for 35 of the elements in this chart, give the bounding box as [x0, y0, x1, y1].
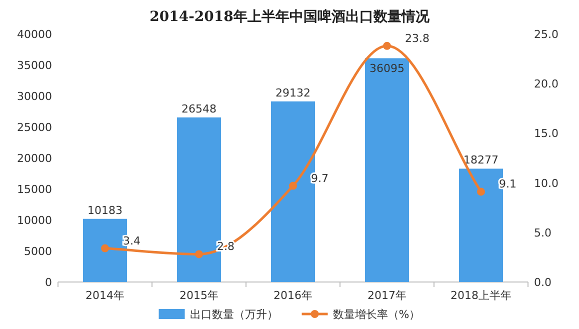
y-tick-label: 20000 — [17, 152, 52, 165]
y2-tick-label: 5.0 — [534, 226, 552, 240]
y2-tick-label: 15.0 — [534, 127, 558, 140]
y-tick-label: 30000 — [17, 90, 52, 103]
y-tick-label: 40000 — [17, 28, 52, 41]
y-tick-label: 15000 — [17, 183, 52, 196]
y2-tick-label: 20.0 — [534, 78, 558, 91]
x-tick-label: 2014年 — [86, 289, 124, 302]
data-label: 36095 — [370, 62, 404, 76]
x-tick-label: 2015年 — [180, 289, 218, 302]
y-tick-label: 10000 — [17, 214, 52, 227]
point — [101, 244, 109, 252]
chart-title: 2014-2018年上半年中国啤酒出口数量情况 — [150, 8, 430, 25]
y2-tick-label: 25.0 — [534, 28, 558, 41]
point — [289, 182, 297, 190]
legend-label: 出口数量（万升） — [190, 308, 278, 321]
y-tick-label: 5000 — [24, 245, 52, 258]
data-label: 10183 — [88, 204, 122, 217]
y-tick-label: 35000 — [17, 59, 52, 72]
x-tick-label: 2017年 — [368, 289, 406, 302]
y-tick-label: 0 — [45, 276, 52, 289]
bar — [365, 58, 409, 282]
data-label: 23.8 — [405, 32, 430, 45]
legend-label: 数量增长率（%） — [332, 308, 420, 321]
x-tick-label: 2016年 — [274, 289, 312, 302]
y-tick-label: 25000 — [17, 121, 52, 134]
y2-tick-label: 0.0 — [534, 276, 552, 289]
point — [477, 188, 485, 196]
y2-tick-label: 10.0 — [534, 176, 558, 190]
data-label: 29132 — [276, 86, 310, 100]
point — [383, 42, 391, 50]
data-label: 18277 — [464, 154, 498, 167]
data-label: 26548 — [182, 102, 216, 116]
point — [195, 250, 203, 258]
x-tick-label: 2018上半年 — [450, 289, 512, 302]
